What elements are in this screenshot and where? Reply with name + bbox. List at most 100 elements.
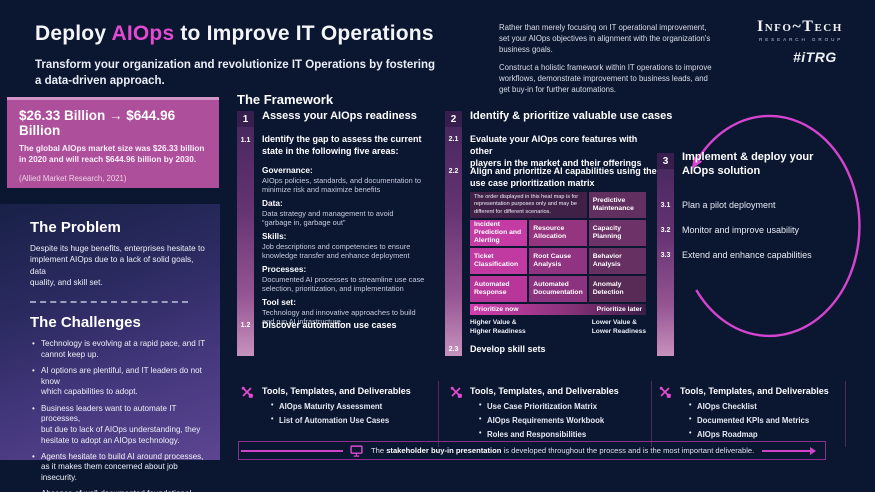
tools-item: Use Case Prioritization Matrix — [478, 402, 604, 412]
page-title: Deploy AIOps to Improve IT Operations — [35, 22, 434, 46]
logo-subtitle: RESEARCH GROUP — [759, 37, 844, 42]
area-label: Governance: — [262, 164, 313, 175]
area-text: Technology and innovative approaches to … — [262, 308, 416, 327]
heatmap-grid: The order displayed in this heat map is … — [470, 192, 646, 302]
area-label: Data: — [262, 197, 283, 208]
step3-number-badge: 3 — [657, 153, 674, 169]
footer-text: The stakeholder buy-in presentation is d… — [371, 446, 754, 455]
dashed-divider — [30, 301, 188, 304]
prioritize-later-label: Prioritize later — [596, 306, 642, 313]
area-label: Tool set: — [262, 296, 296, 307]
itrg-logo-mark: #iTRG — [793, 49, 837, 65]
tools-list-2: Use Case Prioritization Matrix AIOps Req… — [478, 402, 604, 444]
page-subtitle: Transform your organization and revoluti… — [35, 59, 435, 88]
step3-item1-text: Plan a pilot deployment — [682, 200, 776, 210]
tools-divider — [651, 381, 652, 447]
heatmap-cell-ticket-classification: Ticket Classification — [470, 248, 528, 274]
framework-title: The Framework — [237, 92, 334, 107]
tools-item: AIOps Checklist — [688, 402, 809, 412]
footer-text-prefix: The — [371, 446, 387, 455]
problem-panel: The Problem Despite its huge benefits, e… — [0, 204, 220, 492]
step-item-number: 2.1 — [448, 136, 459, 143]
step1-number-badge: 1 — [237, 111, 254, 127]
step2-gradient-bar — [445, 111, 462, 356]
intro-block: Rather than merely focusing on IT operat… — [499, 23, 717, 96]
challenges-title: The Challenges — [30, 314, 141, 332]
crossed-tools-icon — [450, 386, 462, 398]
step-item-number: 2.3 — [448, 346, 459, 353]
step1-title: Assess your AIOps readiness — [262, 110, 417, 122]
footer-text-suffix: is developed throughout the process and … — [501, 446, 755, 455]
heatmap-cell-predictive-maintenance: Predictive Maintenance — [588, 192, 646, 218]
stat-headline: $26.33 Billion → $644.96 Billion — [19, 108, 176, 138]
heatmap-cell-root-cause-analysis: Root Cause Analysis — [529, 248, 587, 274]
title-suffix: to Improve IT Operations — [174, 22, 434, 45]
step1-item2-text: Discover automation use cases — [262, 320, 397, 330]
challenge-item: Business leaders want to automate IT pro… — [30, 404, 206, 447]
crossed-tools-icon — [659, 386, 671, 398]
challenge-item: Absence of well-documented foundational … — [30, 489, 206, 492]
title-highlight: AIOps — [111, 22, 175, 45]
stat-source: (Allied Market Research, 2021) — [19, 173, 127, 183]
tools-item: AIOps Roadmap — [688, 430, 809, 440]
readiness-areas: Governance: AIOps policies, standards, a… — [262, 161, 444, 327]
challenges-list: Technology is evolving at a rapid pace, … — [30, 339, 206, 492]
tools-list-1: AIOps Maturity Assessment List of Automa… — [270, 402, 389, 430]
step2-item3-text: Develop skill sets — [470, 344, 546, 354]
step-item-number: 3.1 — [660, 202, 671, 209]
step2-item1-text: Evaluate your AIOps core features with o… — [470, 134, 642, 168]
prioritize-now-label: Prioritize now — [474, 306, 519, 313]
crossed-tools-icon — [241, 386, 253, 398]
tools-title: Tools, Templates, and Deliverables — [680, 386, 829, 396]
challenge-item: Agents hesitate to build AI around proce… — [30, 452, 206, 484]
readiness-labels: Higher Value & Higher Readiness Lower Va… — [470, 319, 646, 336]
step3-gradient-bar — [657, 153, 674, 356]
tools-title: Tools, Templates, and Deliverables — [470, 386, 619, 396]
challenge-item: AI options are plentiful, and IT leaders… — [30, 366, 206, 398]
area-label: Skills: — [262, 230, 287, 241]
step2-title: Identify & prioritize valuable use cases — [470, 110, 673, 122]
step1-item1-text: Identify the gap to assess the current s… — [262, 134, 422, 156]
step3-title: Implement & deploy your AIOps solution — [682, 151, 814, 178]
heatmap-cell-behavior-analysis: Behavior Analysis — [588, 248, 646, 274]
problem-title: The Problem — [30, 219, 121, 236]
area-text: Job descriptions and competencies to ens… — [262, 242, 411, 261]
tools-item: AIOps Maturity Assessment — [270, 402, 389, 412]
tools-item: AIOps Requirements Workbook — [478, 416, 604, 426]
prioritize-bar: Prioritize now Prioritize later — [470, 304, 646, 315]
intro-paragraph-1: Rather than merely focusing on IT operat… — [499, 23, 711, 54]
step2-item2-text: Align and prioritize AI capabilities usi… — [470, 166, 657, 188]
problem-body: Despite its huge benefits, enterprises h… — [30, 244, 205, 287]
heatmap-note: The order displayed in this heat map is … — [470, 192, 587, 218]
footer-line — [241, 449, 343, 452]
intro-paragraph-2: Construct a holistic framework within IT… — [499, 63, 712, 94]
use-case-heatmap: The order displayed in this heat map is … — [470, 192, 646, 336]
title-prefix: Deploy — [35, 22, 112, 45]
infotech-logo: Info~Tech RESEARCH GROUP #iTRG — [757, 18, 869, 65]
step-item-number: 2.2 — [448, 168, 459, 175]
heatmap-cell-capacity-planning: Capacity Planning — [588, 220, 646, 246]
stat-body: The global AIOps market size was $26.33 … — [19, 144, 205, 165]
heatmap-cell-incident-prediction: Incident Prediction and Alerting — [470, 220, 528, 246]
step-item-number: 1.2 — [240, 322, 251, 329]
challenge-item: Technology is evolving at a rapid pace, … — [30, 339, 206, 360]
step-item-number: 3.3 — [660, 252, 671, 259]
step3-item2-text: Monitor and improve usability — [682, 225, 800, 235]
area-text: Documented AI processes to streamline us… — [262, 275, 425, 294]
tools-title: Tools, Templates, and Deliverables — [262, 386, 411, 396]
area-text: Data strategy and management to avoid “g… — [262, 209, 394, 228]
footer-text-bold: stakeholder buy-in presentation — [386, 446, 502, 455]
tools-item: Roles and Responsibilities — [478, 430, 604, 440]
step-item-number: 3.2 — [660, 227, 671, 234]
area-label: Processes: — [262, 263, 307, 274]
heatmap-cell-automated-response: Automated Response — [470, 276, 528, 302]
heatmap-cell-resource-allocation: Resource Allocation — [529, 220, 587, 246]
heatmap-cell-automated-documentation: Automated Documentation — [529, 276, 587, 302]
area-text: AIOps policies, standards, and documenta… — [262, 176, 421, 195]
step2-number-badge: 2 — [445, 111, 462, 127]
presentation-monitor-icon — [350, 444, 363, 457]
logo-wordmark: Info~Tech — [757, 18, 843, 35]
tools-divider — [438, 381, 439, 447]
tools-divider — [845, 381, 846, 447]
